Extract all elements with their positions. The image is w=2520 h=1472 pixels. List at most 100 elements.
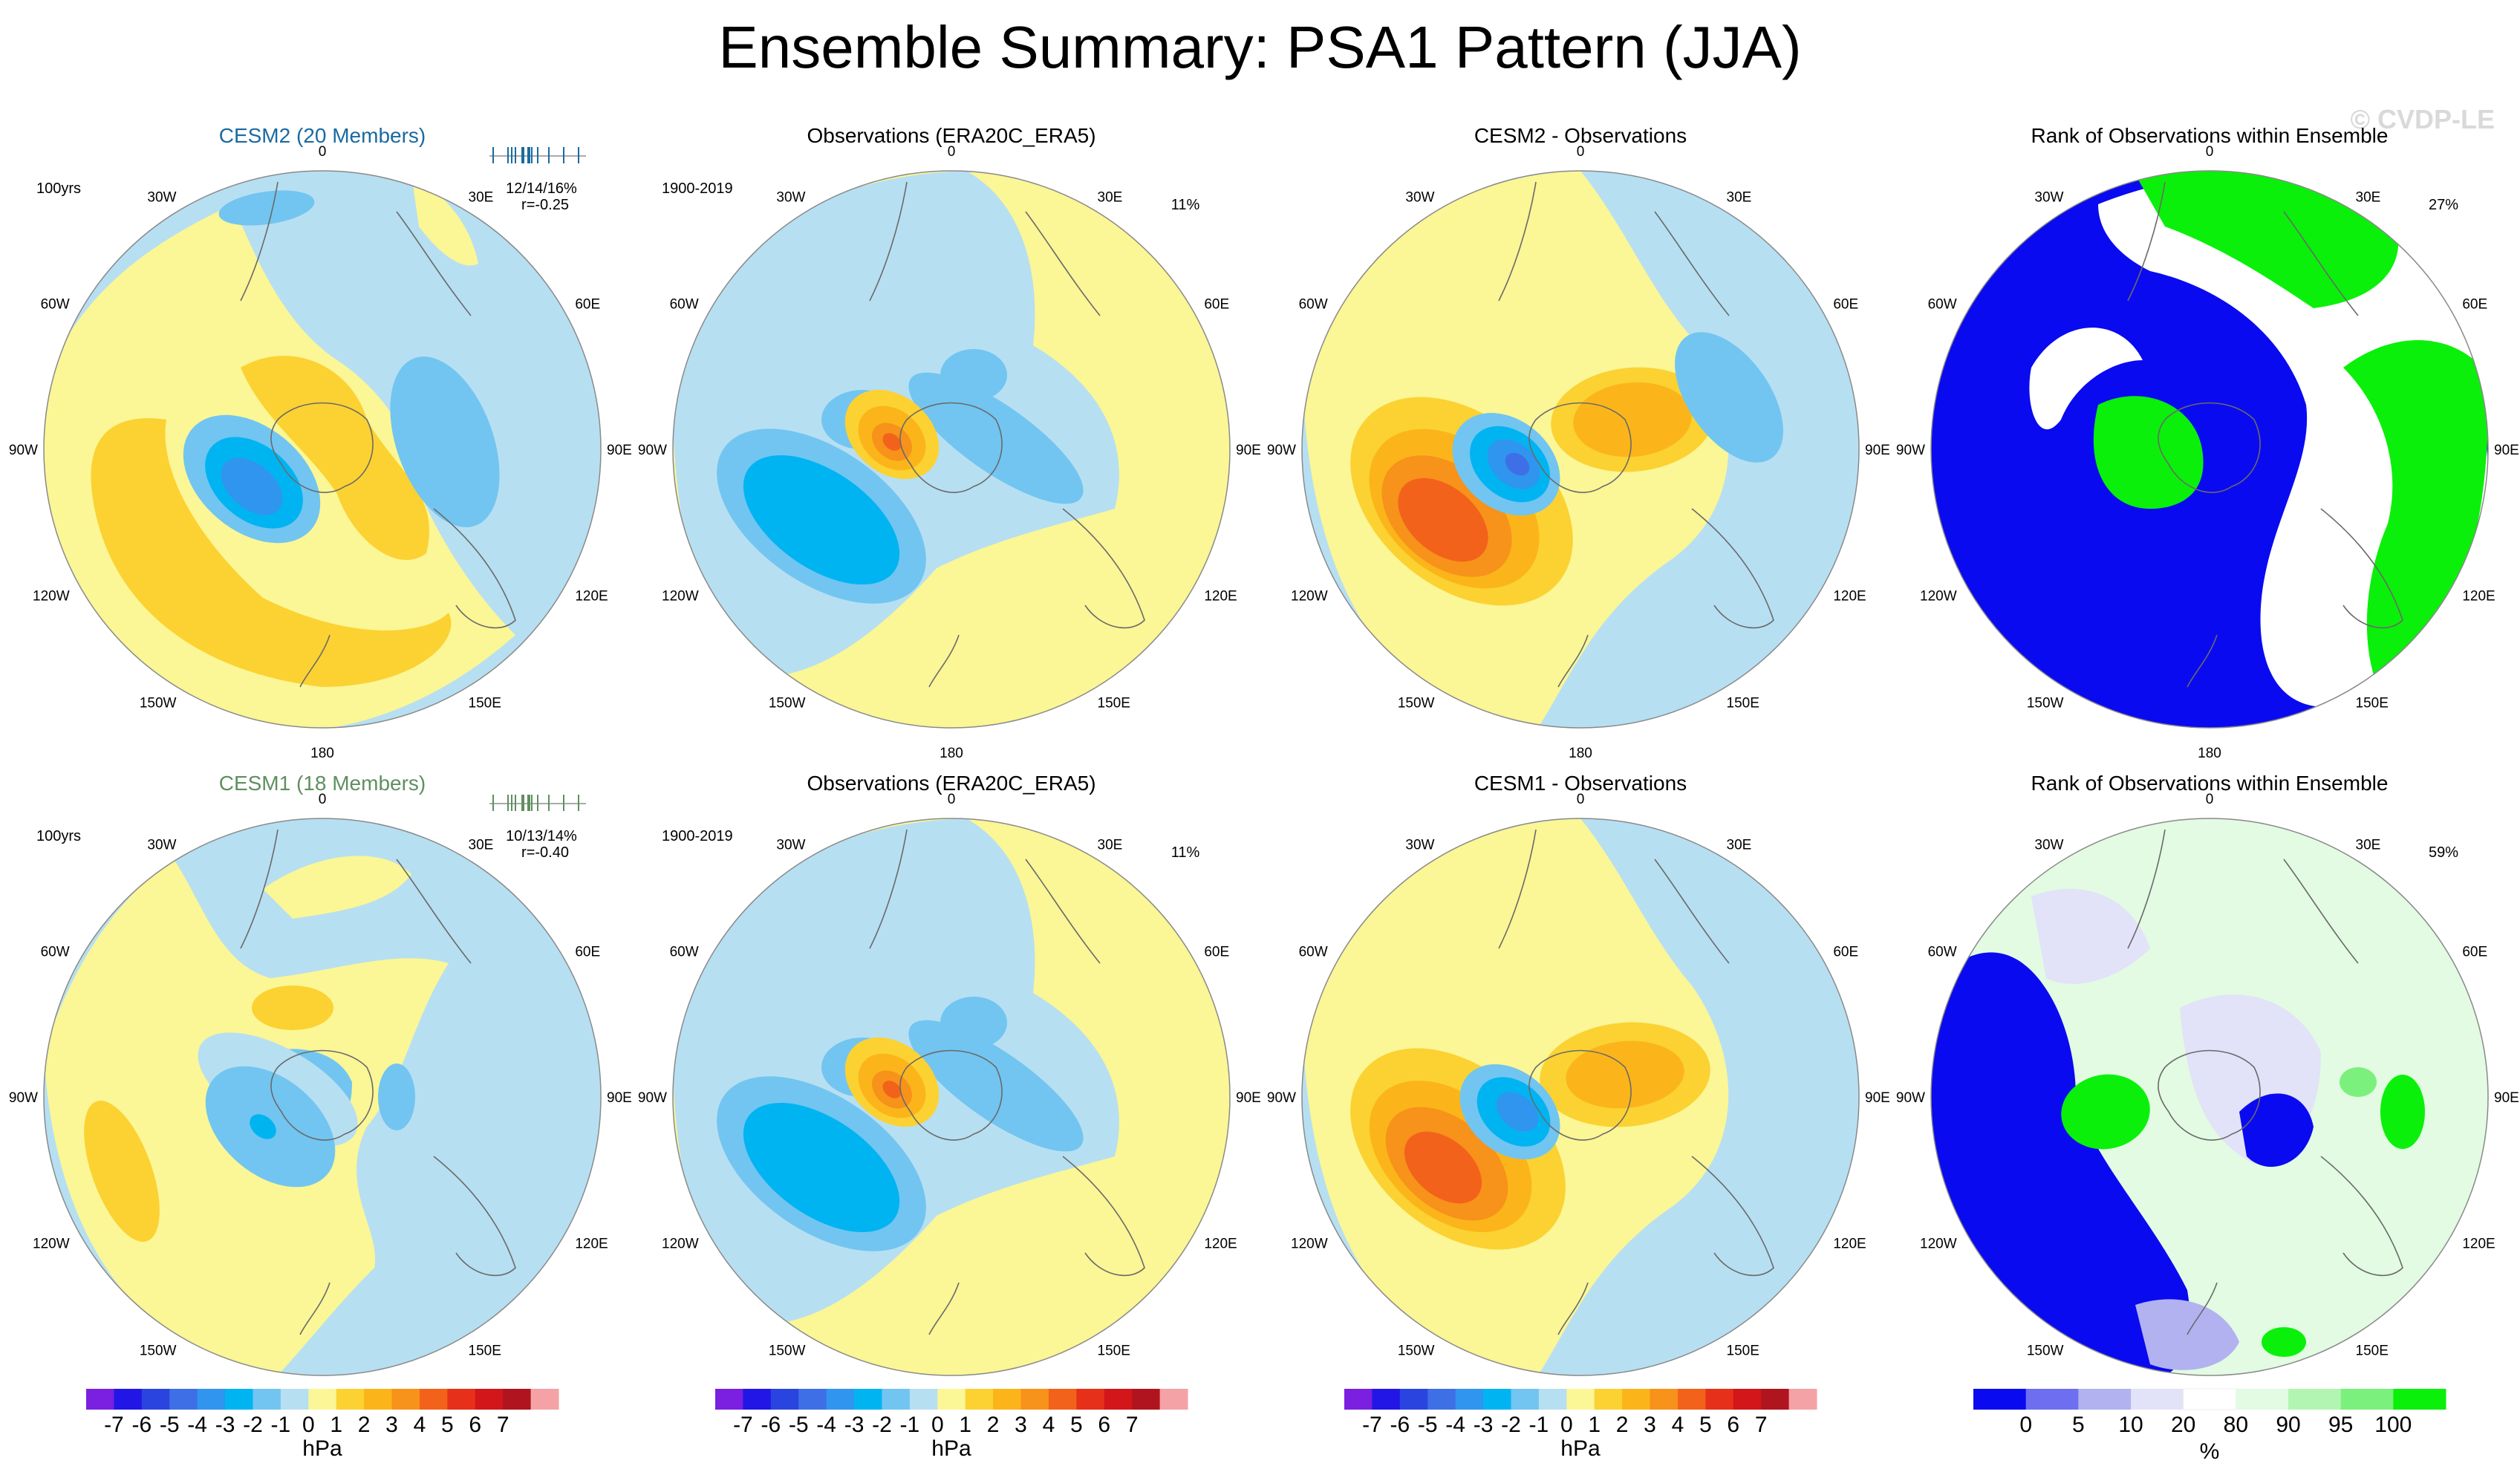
colorbar-box bbox=[114, 1389, 143, 1410]
colorbar-box bbox=[1538, 1389, 1567, 1410]
map-border bbox=[672, 818, 1231, 1376]
longitude-label: 90W bbox=[9, 1090, 38, 1106]
map-panel-2: 0 30E 60E 90E 120E 150E 180 150W 120W 90W 60W 30W Ob… bbox=[638, 124, 1261, 761]
longitude-label: 30W bbox=[1405, 838, 1434, 853]
positive-field bbox=[411, 175, 478, 266]
negative-anomaly bbox=[1505, 452, 1530, 476]
colorbar-tick-label: 5 bbox=[1699, 1413, 1712, 1437]
positive-anomaly bbox=[84, 1101, 160, 1242]
longitude-label: 120W bbox=[662, 1237, 699, 1252]
negative-anomaly bbox=[908, 1020, 1084, 1152]
colorbar-hpa-3: -7 -6 -5 -4 -3 -2 -1 0 1 2 3 4 5 6 7 hPa bbox=[1344, 1389, 1817, 1461]
colorbar-tick-label: -7 bbox=[104, 1413, 124, 1437]
longitude-label: 90E bbox=[1865, 1090, 1890, 1106]
longitude-label: 30E bbox=[2356, 838, 2381, 853]
longitude-label: 90W bbox=[1896, 1090, 1925, 1106]
panel-title: Observations (ERA20C_ERA5) bbox=[807, 772, 1095, 795]
colorbar-box bbox=[965, 1389, 994, 1410]
panel-top-right: 11% bbox=[1171, 844, 1200, 861]
panel-top-right: 27% bbox=[2429, 197, 2458, 213]
longitude-label: 90W bbox=[1896, 443, 1925, 458]
colorbar-box bbox=[770, 1389, 799, 1410]
colorbar-tick-label: 1 bbox=[959, 1413, 971, 1437]
colorbar-tick-label: 3 bbox=[1015, 1413, 1027, 1437]
longitude-label: 120W bbox=[1291, 589, 1328, 605]
longitude-label: 30W bbox=[776, 190, 805, 206]
longitude-label: 150W bbox=[140, 1343, 177, 1358]
longitude-label: 30E bbox=[1727, 838, 1752, 853]
colorbar-tick-label: -7 bbox=[1362, 1413, 1382, 1437]
colorbar-tick-label: 3 bbox=[385, 1413, 398, 1437]
longitude-label: 30E bbox=[2356, 190, 2381, 206]
colorbar-box bbox=[1399, 1389, 1428, 1410]
longitude-label: 90E bbox=[2494, 443, 2519, 458]
colorbar-tick-label: 4 bbox=[1672, 1413, 1684, 1437]
longitude-label: 60W bbox=[1928, 297, 1957, 313]
colorbar-box bbox=[2236, 1389, 2289, 1410]
colorbar-tick-label: -3 bbox=[1474, 1413, 1494, 1437]
colorbar-box bbox=[1344, 1389, 1373, 1410]
colorbar-box bbox=[336, 1389, 365, 1410]
longitude-label: 90W bbox=[638, 1090, 667, 1106]
longitude-label: 0 bbox=[948, 144, 956, 160]
longitude-label: 30W bbox=[1405, 190, 1434, 206]
longitude-label: 180 bbox=[1569, 746, 1592, 761]
longitude-label: 60E bbox=[1204, 297, 1229, 313]
colorbar-tick-label: -2 bbox=[1501, 1413, 1521, 1437]
colorbar-box bbox=[909, 1389, 938, 1410]
longitude-label: 60W bbox=[41, 297, 70, 313]
coastline bbox=[240, 181, 516, 688]
negative-anomaly bbox=[940, 997, 1007, 1049]
longitude-label: 120W bbox=[33, 589, 70, 605]
map-field bbox=[44, 171, 601, 728]
page-title: Ensemble Summary: PSA1 Pattern (JJA) bbox=[718, 14, 1802, 80]
coastline bbox=[1498, 181, 1774, 688]
colorbar-tick-label: -2 bbox=[872, 1413, 892, 1437]
colorbar-box bbox=[364, 1389, 393, 1410]
longitude-label: 90W bbox=[638, 443, 667, 458]
positive-anomaly bbox=[241, 356, 429, 560]
longitude-label: 0 bbox=[2206, 144, 2214, 160]
colorbar-box bbox=[826, 1389, 855, 1410]
positive-anomaly bbox=[1573, 382, 1692, 457]
longitude-label: 150W bbox=[2027, 695, 2064, 711]
negative-anomaly bbox=[250, 1114, 276, 1139]
colorbar-tick-label: 20 bbox=[2171, 1413, 2195, 1437]
colorbar-box bbox=[308, 1389, 337, 1410]
colorbar-box bbox=[1048, 1389, 1077, 1410]
colorbar-tick-label: -3 bbox=[215, 1413, 235, 1437]
longitude-label: 60E bbox=[1833, 297, 1858, 313]
colorbar-tick-label: 7 bbox=[1755, 1413, 1768, 1437]
longitude-label: 90E bbox=[607, 1090, 632, 1106]
colorbar-tick-label: 5 bbox=[1070, 1413, 1083, 1437]
longitude-label: 60E bbox=[2462, 945, 2487, 960]
colorbar-tick-label: -7 bbox=[733, 1413, 753, 1437]
longitude-label: 60E bbox=[2462, 297, 2487, 313]
longitude-label: 30E bbox=[469, 838, 494, 853]
colorbar-box bbox=[169, 1389, 198, 1410]
map-panel-7: 030E60E90E120E150E180150W120W90W60W30WCE… bbox=[1267, 772, 1890, 1409]
colorbar-tick-label: 0 bbox=[2019, 1413, 2032, 1437]
colorbar-box bbox=[993, 1389, 1022, 1410]
negative-anomaly bbox=[1496, 1092, 1539, 1132]
longitude-label: 150W bbox=[769, 1343, 806, 1358]
longitude-label: 150E bbox=[1727, 695, 1759, 711]
map-border bbox=[43, 818, 602, 1376]
rank-green bbox=[2135, 171, 2399, 308]
negative-anomaly bbox=[218, 190, 315, 226]
negative-anomaly bbox=[908, 372, 1084, 504]
watermark: © CVDP-LE bbox=[2350, 104, 2495, 134]
colorbar-box bbox=[743, 1389, 772, 1410]
colorbar-box bbox=[475, 1389, 504, 1410]
negative-anomaly bbox=[743, 455, 900, 585]
colorbar-box bbox=[1455, 1389, 1484, 1410]
negative-anomaly bbox=[378, 1064, 415, 1130]
colorbar-tick-label: 2 bbox=[358, 1413, 371, 1437]
coastline bbox=[869, 181, 1145, 688]
panel-top-right: 11% bbox=[1171, 197, 1200, 213]
colorbar-tick-label: 6 bbox=[1727, 1413, 1739, 1437]
longitude-label: 120E bbox=[2462, 589, 2495, 605]
rank-green bbox=[2093, 396, 2204, 509]
map-field bbox=[673, 818, 1230, 1375]
colorbar-tick-label: 6 bbox=[1098, 1413, 1110, 1437]
